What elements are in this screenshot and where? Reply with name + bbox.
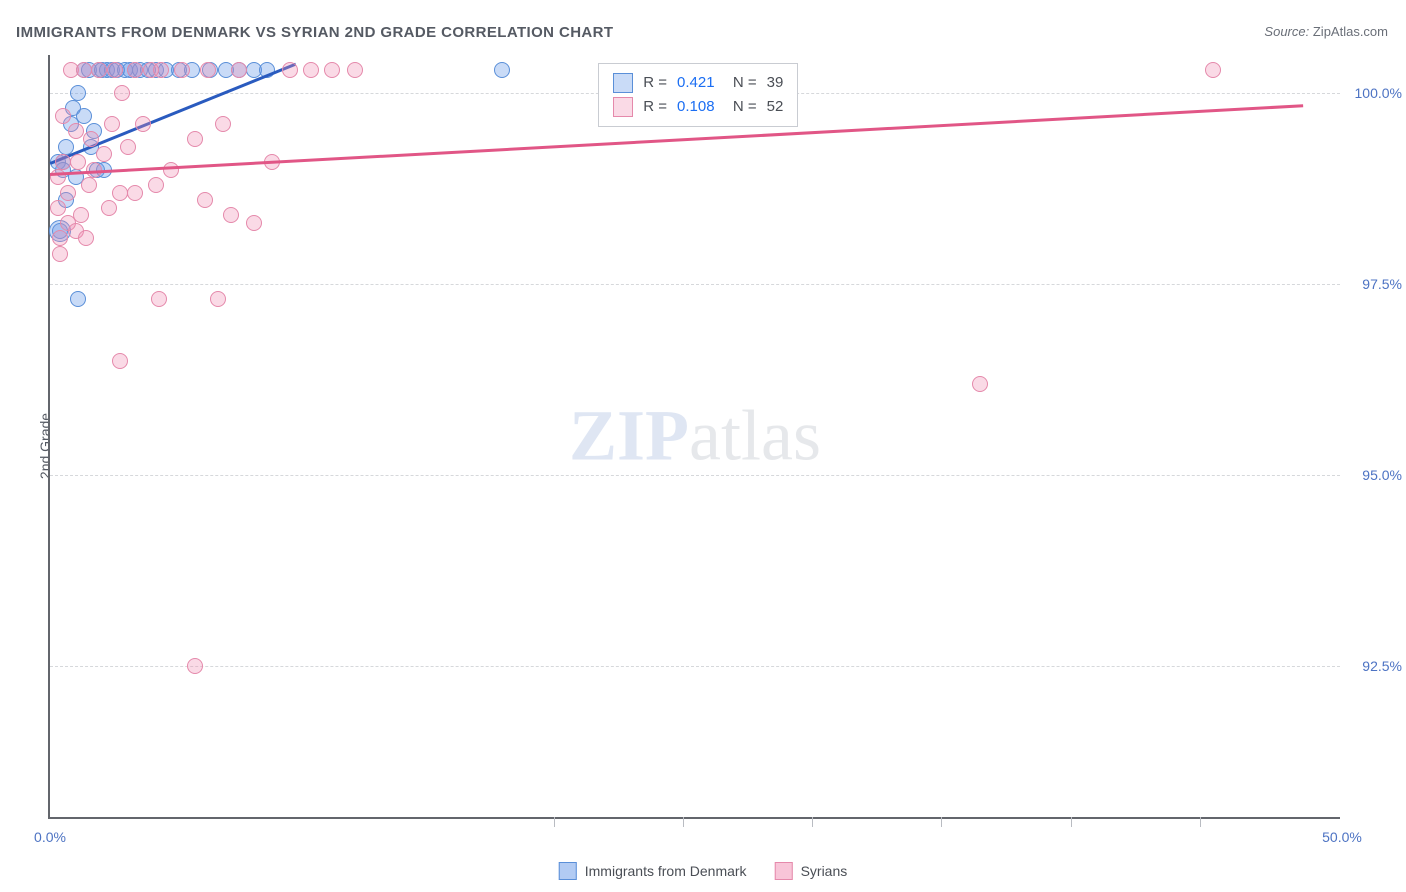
data-point xyxy=(127,185,143,201)
correlation-stats-box: R = 0.421 N = 39R = 0.108 N = 52 xyxy=(598,63,798,127)
gridline xyxy=(50,475,1340,476)
y-tick-label: 100.0% xyxy=(1355,85,1402,101)
x-minor-tick xyxy=(941,817,942,827)
data-point xyxy=(70,291,86,307)
data-point xyxy=(107,62,123,78)
y-tick-label: 95.0% xyxy=(1362,467,1402,483)
legend-label: Immigrants from Denmark xyxy=(585,863,747,879)
data-point xyxy=(135,116,151,132)
data-point xyxy=(174,62,190,78)
data-point xyxy=(200,62,216,78)
y-tick-label: 92.5% xyxy=(1362,658,1402,674)
data-point xyxy=(148,177,164,193)
data-point xyxy=(303,62,319,78)
source-attribution: Source: ZipAtlas.com xyxy=(1264,24,1388,39)
data-point xyxy=(55,154,71,170)
source-label: Source: xyxy=(1264,24,1309,39)
data-point xyxy=(83,131,99,147)
data-point xyxy=(52,246,68,262)
data-point xyxy=(81,177,97,193)
data-point xyxy=(972,376,988,392)
legend-item: Syrians xyxy=(775,862,848,880)
data-point xyxy=(223,207,239,223)
data-point xyxy=(55,108,71,124)
data-point xyxy=(101,200,117,216)
data-point xyxy=(104,116,120,132)
stats-row: R = 0.108 N = 52 xyxy=(613,95,783,119)
n-label: N = xyxy=(725,95,757,119)
data-point xyxy=(76,62,92,78)
data-point xyxy=(60,185,76,201)
r-label: R = xyxy=(643,95,667,119)
series-swatch xyxy=(613,73,633,93)
legend-swatch xyxy=(775,862,793,880)
data-point xyxy=(1205,62,1221,78)
r-value: 0.108 xyxy=(677,95,715,119)
x-minor-tick xyxy=(1071,817,1072,827)
legend-item: Immigrants from Denmark xyxy=(559,862,747,880)
data-point xyxy=(78,230,94,246)
watermark-bold: ZIP xyxy=(569,396,689,476)
data-point xyxy=(187,131,203,147)
source-value: ZipAtlas.com xyxy=(1313,24,1388,39)
data-point xyxy=(494,62,510,78)
data-point xyxy=(153,62,169,78)
data-point xyxy=(91,62,107,78)
data-point xyxy=(187,658,203,674)
data-point xyxy=(324,62,340,78)
legend-swatch xyxy=(559,862,577,880)
data-point xyxy=(347,62,363,78)
x-minor-tick xyxy=(812,817,813,827)
data-point xyxy=(127,62,143,78)
series-swatch xyxy=(613,97,633,117)
data-point xyxy=(112,353,128,369)
gridline xyxy=(50,666,1340,667)
x-tick-label: 0.0% xyxy=(34,829,66,845)
n-label: N = xyxy=(725,71,757,95)
watermark-rest: atlas xyxy=(689,396,821,476)
data-point xyxy=(112,185,128,201)
data-point xyxy=(50,200,66,216)
stats-row: R = 0.421 N = 39 xyxy=(613,71,783,95)
data-point xyxy=(151,291,167,307)
data-point xyxy=(231,62,247,78)
data-point xyxy=(114,85,130,101)
data-point xyxy=(246,215,262,231)
data-point xyxy=(96,146,112,162)
gridline xyxy=(50,284,1340,285)
legend-label: Syrians xyxy=(801,863,848,879)
x-minor-tick xyxy=(1200,817,1201,827)
scatter-plot-area: ZIPatlas 92.5%95.0%97.5%100.0%0.0%50.0%R… xyxy=(48,55,1340,819)
data-point xyxy=(70,154,86,170)
data-point xyxy=(52,230,68,246)
data-point xyxy=(68,123,84,139)
data-point xyxy=(163,162,179,178)
data-point xyxy=(215,116,231,132)
r-label: R = xyxy=(643,71,667,95)
data-point xyxy=(210,291,226,307)
x-minor-tick xyxy=(683,817,684,827)
r-value: 0.421 xyxy=(677,71,715,95)
data-point xyxy=(197,192,213,208)
data-point xyxy=(120,139,136,155)
n-value: 39 xyxy=(767,71,784,95)
data-point xyxy=(70,85,86,101)
x-tick-label: 50.0% xyxy=(1322,829,1362,845)
x-minor-tick xyxy=(554,817,555,827)
y-tick-label: 97.5% xyxy=(1362,276,1402,292)
watermark: ZIPatlas xyxy=(569,395,821,478)
n-value: 52 xyxy=(767,95,784,119)
data-point xyxy=(76,108,92,124)
bottom-legend: Immigrants from Denmark Syrians xyxy=(559,862,848,880)
data-point xyxy=(282,62,298,78)
chart-title: IMMIGRANTS FROM DENMARK VS SYRIAN 2ND GR… xyxy=(16,24,613,41)
